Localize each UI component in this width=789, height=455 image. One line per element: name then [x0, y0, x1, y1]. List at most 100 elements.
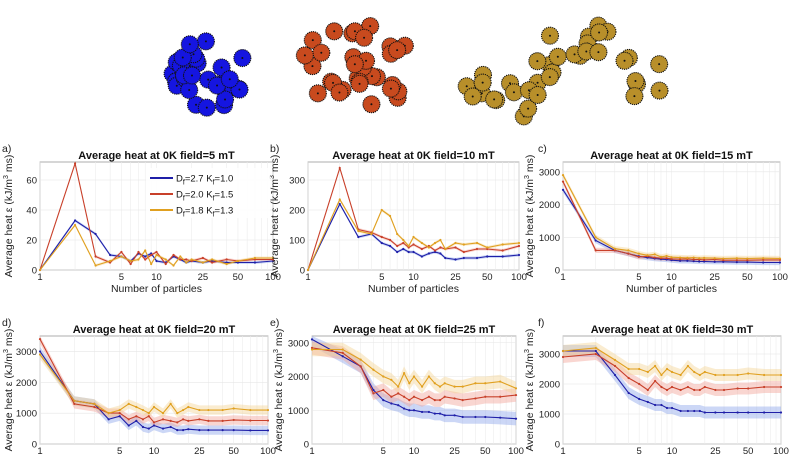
data-point	[179, 255, 182, 258]
particle-center	[509, 82, 512, 85]
y-axis-label: Average heat ε (kJ/m3 ms)	[273, 329, 285, 452]
data-point	[703, 370, 706, 374]
data-point	[310, 338, 314, 341]
y-tick-label: 1000	[16, 409, 37, 420]
data-point	[412, 243, 415, 246]
x-tick-label: 25	[450, 272, 461, 283]
data-point	[341, 351, 344, 354]
data-point	[438, 412, 442, 415]
particle-center	[204, 40, 207, 43]
data-point	[182, 408, 185, 412]
data-point	[118, 412, 121, 415]
data-point	[427, 375, 431, 378]
data-point	[703, 258, 706, 261]
data-point	[499, 380, 502, 383]
particle-center	[311, 39, 314, 42]
data-point	[736, 387, 739, 390]
data-point	[232, 429, 235, 432]
data-point	[698, 388, 701, 392]
panel-label: c)	[538, 143, 547, 155]
data-point	[150, 253, 153, 257]
y-tick-label: 20	[26, 236, 37, 247]
data-point	[172, 264, 175, 267]
data-point	[692, 260, 695, 263]
y-tick-label: 3000	[539, 350, 560, 361]
data-point	[484, 382, 487, 385]
particle-center	[658, 63, 661, 66]
data-point	[380, 241, 383, 245]
data-point	[338, 198, 341, 201]
y-axis-label: Average heat ε (kJ/m3 ms)	[269, 155, 281, 278]
data-point	[693, 388, 696, 392]
particle-center	[216, 84, 219, 87]
error-band-Df1-8	[563, 342, 781, 381]
data-point	[225, 262, 228, 266]
data-point	[693, 370, 696, 374]
data-point	[370, 232, 373, 236]
data-point	[433, 249, 437, 252]
data-point	[627, 252, 630, 255]
data-point	[397, 404, 400, 407]
data-point	[763, 385, 766, 389]
particle-center	[332, 81, 335, 84]
data-point	[646, 254, 649, 257]
x-tick-label: 10	[667, 446, 678, 455]
particle-center	[320, 51, 323, 54]
data-point	[443, 395, 446, 398]
data-point	[390, 395, 393, 398]
data-point	[670, 257, 673, 260]
data-point	[714, 388, 717, 392]
x-tick-label: 25	[710, 446, 721, 455]
data-point	[107, 418, 110, 421]
y-tick-label: 0	[32, 266, 37, 277]
data-point	[698, 373, 701, 377]
legend: Df=2.7 Kf=1.0 Df=2.0 Kf=1.5 Df=1.8 Kf=1.3	[146, 168, 270, 219]
data-point	[686, 364, 690, 368]
x-tick-label: 50	[233, 272, 244, 283]
data-point	[249, 408, 252, 412]
x-tick-label: 1	[560, 446, 565, 455]
data-point	[762, 258, 765, 261]
x-tick-label: 5	[379, 272, 384, 283]
data-point	[444, 247, 447, 251]
data-point	[73, 399, 76, 402]
data-point	[638, 397, 641, 401]
particle-center	[241, 57, 244, 60]
data-point	[461, 415, 464, 419]
data-point	[380, 208, 383, 212]
data-point	[561, 349, 565, 353]
data-point	[665, 388, 669, 392]
data-point	[594, 349, 597, 353]
y-axis-label: Average heat ε (kJ/m3 ms)	[3, 329, 15, 452]
data-point	[427, 410, 431, 414]
data-point	[187, 405, 190, 409]
particle-center	[465, 85, 468, 88]
chart-title: Average heat at 0K field=20 mT	[73, 324, 236, 336]
y-tick-label: 0	[300, 266, 305, 277]
data-point	[420, 241, 423, 245]
data-point	[461, 399, 464, 402]
data-point	[147, 415, 150, 418]
data-point	[310, 348, 314, 351]
data-point	[722, 411, 726, 414]
data-point	[155, 250, 158, 254]
data-point	[210, 261, 214, 264]
particle-center	[205, 106, 208, 109]
data-point	[735, 261, 738, 264]
data-point	[357, 235, 360, 239]
data-point	[137, 250, 140, 254]
data-point	[73, 219, 77, 222]
particle-center	[633, 95, 636, 98]
data-point	[164, 262, 167, 266]
data-point	[594, 352, 597, 356]
data-point	[613, 358, 617, 362]
data-point	[561, 188, 565, 191]
data-point	[665, 257, 668, 260]
particle-center	[358, 82, 361, 85]
data-point	[185, 261, 188, 264]
data-point	[155, 253, 158, 257]
data-point	[613, 373, 617, 377]
data-point	[380, 235, 383, 239]
data-point	[147, 427, 150, 430]
